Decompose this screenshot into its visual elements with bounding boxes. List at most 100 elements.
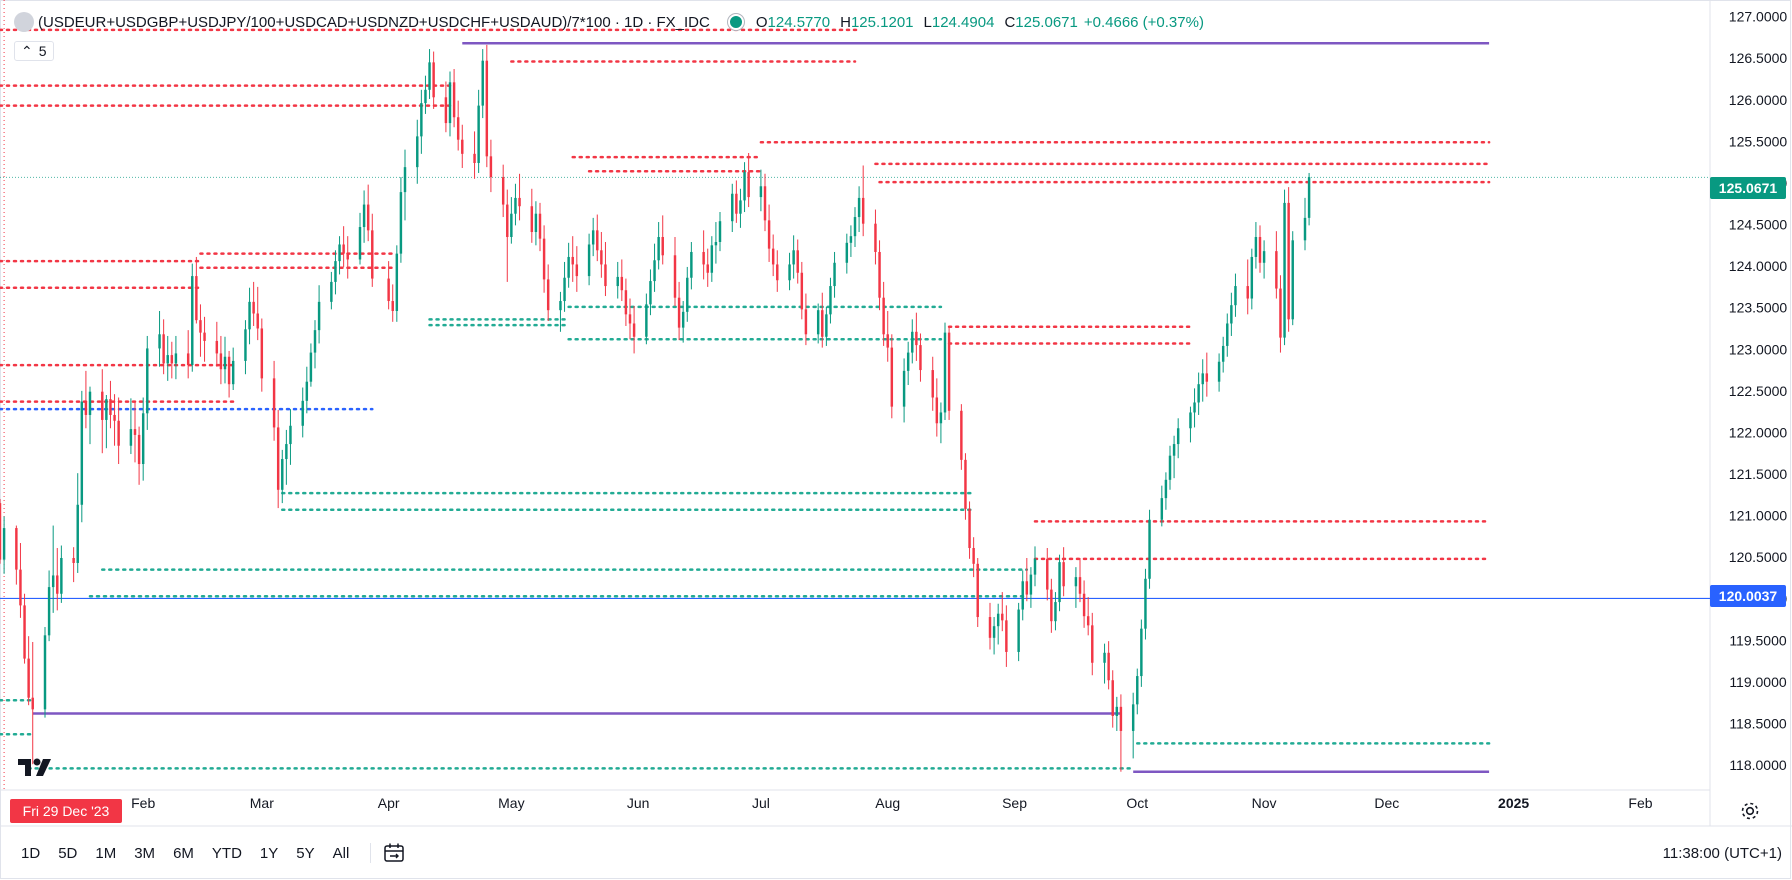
candle-body: [199, 320, 202, 333]
candle-body: [1140, 628, 1143, 677]
y-tick-label: 122.0000: [1729, 424, 1788, 440]
candle-body: [473, 153, 476, 163]
candle-body: [174, 353, 178, 364]
candle-body: [252, 301, 255, 314]
open-label: O: [755, 13, 768, 31]
candle-body: [845, 242, 849, 263]
candle-body: [1054, 602, 1057, 622]
candle-body: [935, 397, 939, 424]
timeframe-1y[interactable]: 1Y: [259, 844, 279, 862]
candle-body: [481, 60, 484, 106]
candle-body: [878, 251, 881, 298]
candle-body: [362, 204, 366, 228]
candle-body: [158, 334, 161, 349]
candle-body: [342, 244, 345, 254]
candle-body: [256, 313, 259, 329]
horizontal-line-price-tag: 120.0037: [1710, 585, 1786, 607]
candle-body: [624, 290, 628, 315]
candle-body: [587, 244, 591, 277]
x-tick-label: Nov: [1252, 795, 1277, 811]
candle-body: [285, 444, 288, 460]
timeframe-ytd[interactable]: YTD: [211, 844, 242, 862]
candle-body: [309, 352, 313, 382]
candle-body: [788, 264, 791, 281]
candle-body: [735, 193, 738, 214]
timeframe-3m[interactable]: 3M: [134, 844, 156, 862]
y-tick-label: 126.5000: [1729, 50, 1788, 66]
candle-body: [591, 230, 595, 245]
candle-body: [1283, 202, 1286, 338]
candle-body: [976, 563, 979, 618]
timeframe-1d[interactable]: 1D: [21, 844, 41, 862]
candle-body: [771, 248, 775, 265]
gear-icon[interactable]: [1739, 800, 1761, 822]
candle-body: [902, 370, 906, 407]
candle-body: [1021, 581, 1024, 610]
candle-body: [714, 241, 718, 246]
calendar-range-icon[interactable]: [383, 842, 405, 864]
candle-body: [424, 89, 427, 104]
timeframe-all[interactable]: All: [332, 844, 350, 862]
candle-body: [366, 204, 370, 231]
candle-body: [1307, 177, 1311, 218]
high-label: H: [840, 13, 851, 31]
candle-body: [477, 105, 480, 163]
candle-body: [657, 237, 660, 261]
candle-body: [514, 197, 517, 214]
timeframe-5y[interactable]: 5Y: [296, 844, 315, 862]
candle-body: [456, 117, 460, 140]
candle-body: [1025, 581, 1029, 595]
x-tick-label: Aug: [875, 795, 900, 811]
candle-body: [23, 605, 26, 659]
candle-body: [964, 459, 967, 509]
candle-body: [1254, 237, 1258, 257]
clock-timezone[interactable]: 11:38:00 (UTC+1): [1662, 845, 1782, 862]
candle-body: [162, 334, 165, 364]
candle-body: [358, 227, 362, 260]
candle-body: [821, 310, 824, 337]
candle-body: [816, 310, 820, 335]
candle-body: [653, 260, 656, 282]
candle-body: [432, 62, 435, 98]
candle-body: [301, 400, 304, 426]
close-label: C: [1004, 13, 1016, 31]
candle-body: [395, 253, 399, 312]
candle-body: [195, 276, 198, 321]
indicators-toggle[interactable]: ⌃ 5: [14, 41, 54, 61]
candle-body: [203, 332, 206, 341]
timeframe-6m[interactable]: 6M: [173, 844, 194, 862]
candle-body: [767, 220, 771, 249]
timeframe-5d[interactable]: 5D: [58, 844, 78, 862]
candle-body: [244, 329, 247, 361]
y-tick-label: 123.0000: [1729, 341, 1788, 357]
candle-body: [1193, 402, 1196, 413]
candle-body: [849, 236, 853, 243]
candle-body: [1017, 609, 1020, 652]
timeframe-1m[interactable]: 1M: [95, 844, 117, 862]
candle-body: [1062, 562, 1065, 587]
candle-body: [305, 381, 309, 401]
candle-body: [51, 575, 55, 588]
candle-body: [47, 587, 51, 636]
symbol-title[interactable]: (USDEUR+USDGBP+USDJPY/100+USDCAD+USDNZD+…: [38, 13, 710, 31]
x-tick-label: May: [498, 795, 524, 811]
candle-body: [313, 330, 317, 353]
candle-body: [759, 186, 763, 198]
tradingview-logo-icon[interactable]: [18, 757, 56, 777]
candle-body: [1074, 577, 1078, 587]
candle-body: [731, 193, 734, 222]
candle-body: [677, 297, 681, 328]
candle-body: [1050, 589, 1053, 622]
y-tick-label: 120.5000: [1729, 549, 1788, 565]
candle-body: [649, 281, 652, 305]
open-value: 124.5770: [767, 13, 831, 31]
candle-body: [223, 356, 227, 370]
candle-body: [399, 192, 403, 254]
candle-body: [43, 635, 47, 710]
candle-body: [420, 103, 423, 137]
candle-body: [141, 413, 145, 465]
candle-body: [1197, 384, 1200, 403]
candle-body: [1189, 412, 1192, 429]
